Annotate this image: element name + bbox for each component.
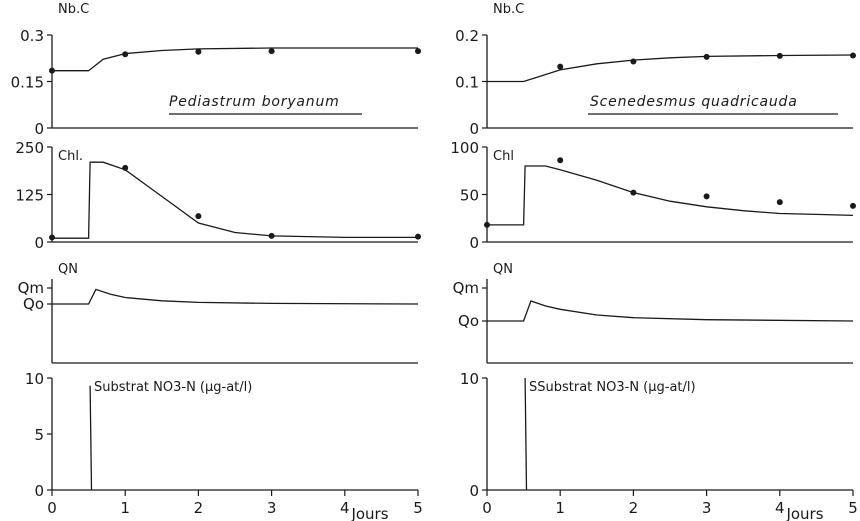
panel-5-y-tick-label: 50 xyxy=(460,187,479,205)
panel-5-data-point xyxy=(630,189,637,196)
panel-4-species-label: Scenedesmus quadricauda xyxy=(590,94,798,110)
panel-4-data-point xyxy=(630,58,637,65)
panel-0: 0 0.15 0.3 Nb.C Pediastrum boryanum xyxy=(11,2,421,138)
panel-7-ylabel: SSubstrat NO3-N (µg-at/l) xyxy=(529,380,696,395)
panel-7-x-tick-label: 3 xyxy=(702,499,712,517)
panel-4-y-tick-label: 0.2 xyxy=(455,27,479,45)
panel-3-model-curve xyxy=(89,385,93,491)
panel-3-x-tick-label: 3 xyxy=(267,499,277,517)
panel-1: 0 125 250 Chl. xyxy=(15,139,421,252)
panel-7-model-curve xyxy=(524,377,528,491)
panel-1-data-point xyxy=(195,213,202,220)
panel-7-xlabel: Jours xyxy=(785,505,823,521)
panel-7-x-tick-label: 5 xyxy=(848,499,858,517)
panel-2-q-label: Qo xyxy=(23,295,44,313)
panel-3-x-tick-label: 0 xyxy=(47,499,57,517)
panel-0-data-point xyxy=(195,48,202,55)
panel-2-model-curve xyxy=(52,288,419,305)
panel-7-x-tick-label: 4 xyxy=(775,499,785,517)
panel-7: 0 10 SSubstrat NO3-N (µg-at/l) 0 1 2 3 4 5 Jours xyxy=(460,370,858,521)
panel-7-y-tick-label: 10 xyxy=(460,370,479,388)
panel-0-data-point xyxy=(415,48,421,55)
panel-0-model-curve xyxy=(52,47,418,72)
panel-0-y-tick-label: 0.3 xyxy=(20,27,44,45)
panel-5-data-point xyxy=(484,221,490,228)
panel-7-x-tick-label: 1 xyxy=(555,499,565,517)
panel-3-x-tick-label: 4 xyxy=(340,499,350,517)
panel-2-q-label: Qm xyxy=(18,279,44,297)
panel-5-y-tick-label: 0 xyxy=(469,234,479,252)
panel-4: 0 0.1 0.2 Nb.C Scenedesmus quadricauda xyxy=(455,2,856,138)
panel-5-data-point xyxy=(703,193,710,200)
panel-1-data-point xyxy=(415,233,421,240)
panel-1-model-curve xyxy=(52,161,418,239)
panel-6-model-curve xyxy=(487,300,854,322)
panel-3-y-tick-label: 5 xyxy=(34,426,44,444)
panel-3-y-tick-label: 10 xyxy=(25,370,44,388)
panel-1-y-tick-label: 125 xyxy=(15,187,44,205)
panel-4-model-curve xyxy=(487,54,854,83)
panel-2-ylabel: QN xyxy=(58,262,78,277)
panel-3-x-tick-label: 2 xyxy=(194,499,204,517)
panel-0-data-point xyxy=(122,51,129,58)
panel-5-y-tick-label: 100 xyxy=(450,139,479,157)
panel-4-data-point xyxy=(703,53,710,60)
panel-3: 0 5 10 Substrat NO3-N (µg-at/l) 0 1 2 3 4 5 Jours xyxy=(25,370,423,521)
panel-6: Qm Qo QN xyxy=(453,262,854,364)
panel-7-x-tick-label: 2 xyxy=(629,499,639,517)
panel-1-data-point xyxy=(122,164,129,171)
panel-3-x-tick-label: 1 xyxy=(120,499,130,517)
panel-1-data-point xyxy=(49,234,55,241)
panel-5-data-point xyxy=(850,202,856,209)
panel-6-ylabel: QN xyxy=(493,262,513,277)
panel-0-y-tick-label: 0.15 xyxy=(11,74,44,92)
panel-3-y-tick-label: 0 xyxy=(34,482,44,500)
panel-1-data-point xyxy=(268,232,275,239)
panel-0-data-point xyxy=(49,67,55,74)
panel-6-q-label: Qo xyxy=(458,312,479,330)
panel-1-y-tick-label: 250 xyxy=(15,139,44,157)
panel-4-data-point xyxy=(776,52,783,59)
panel-0-species-label: Pediastrum boryanum xyxy=(169,94,340,110)
panel-1-ylabel: Chl. xyxy=(58,149,83,164)
panel-5: 0 50 100 Chl xyxy=(450,139,856,252)
panel-5-ylabel: Chl xyxy=(493,149,514,164)
panel-4-ylabel: Nb.C xyxy=(493,2,524,17)
panel-3-ylabel: Substrat NO3-N (µg-at/l) xyxy=(94,380,252,395)
panel-5-data-point xyxy=(776,199,783,206)
panel-4-data-point xyxy=(850,52,856,59)
panel-4-y-tick-label: 0.1 xyxy=(455,74,479,92)
panel-3-xlabel: Jours xyxy=(350,505,388,521)
panel-3-x-tick-label: 5 xyxy=(413,499,423,517)
panel-5-model-curve xyxy=(487,165,854,226)
panel-5-data-point xyxy=(557,157,564,164)
panel-4-data-point xyxy=(557,63,564,70)
panel-0-y-tick-label: 0 xyxy=(34,120,44,138)
panel-6-q-label: Qm xyxy=(453,279,479,297)
panel-0-data-point xyxy=(268,48,275,55)
panel-1-y-tick-label: 0 xyxy=(34,234,44,252)
panel-7-x-tick-label: 0 xyxy=(482,499,492,517)
panel-4-y-tick-label: 0 xyxy=(469,120,479,138)
panel-7-y-tick-label: 0 xyxy=(469,482,479,500)
panel-0-ylabel: Nb.C xyxy=(58,2,89,17)
